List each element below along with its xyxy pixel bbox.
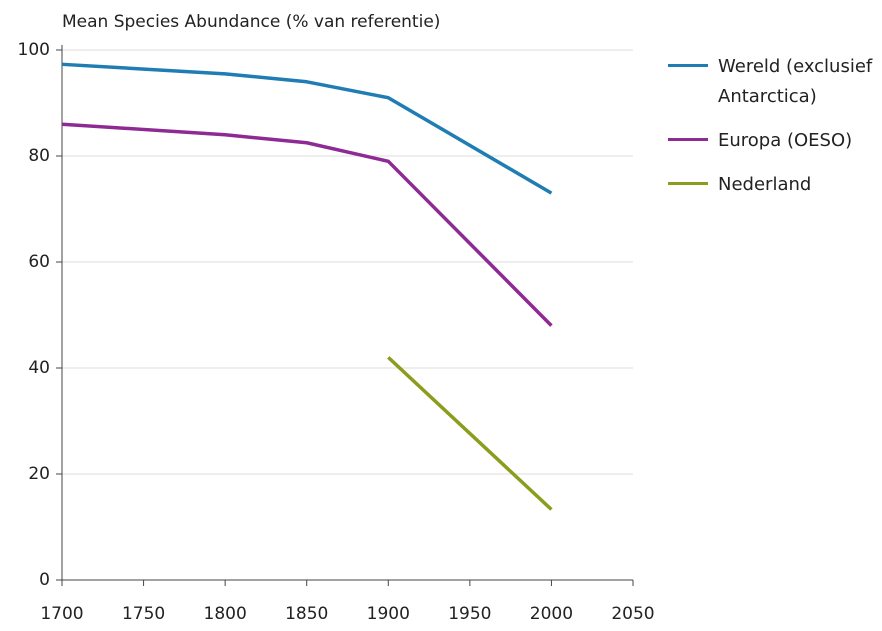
x-tick-label: 1700: [40, 604, 83, 624]
legend-item: Wereld (exclusief Antarctica): [668, 52, 878, 112]
series-line: [387, 356, 553, 511]
y-tick-label: 40: [28, 358, 50, 378]
legend-swatch: [668, 182, 708, 185]
x-tick-label: 1750: [122, 604, 165, 624]
chart-title: Mean Species Abundance (% van referentie…: [62, 12, 440, 32]
series-line: [61, 62, 553, 195]
x-tick-label: 1950: [448, 604, 491, 624]
y-tick-label: 20: [28, 464, 50, 484]
x-tick-label: 1900: [367, 604, 410, 624]
legend-swatch: [668, 138, 708, 141]
legend-item: Europa (OESO): [668, 126, 878, 156]
x-tick-label: 2000: [530, 604, 573, 624]
series-line: [61, 122, 553, 327]
x-tick-label: 2050: [611, 604, 654, 624]
legend-label: Nederland: [718, 174, 812, 195]
legend-label: Europa (OESO): [718, 130, 853, 151]
x-tick-label: 1800: [204, 604, 247, 624]
y-tick-label: 60: [28, 252, 50, 272]
legend-swatch: [668, 64, 708, 67]
legend-item: Nederland: [668, 170, 878, 200]
y-tick-label: 80: [28, 146, 50, 166]
y-tick-label: 0: [39, 570, 50, 590]
legend-label: Wereld (exclusief Antarctica): [718, 56, 873, 107]
x-tick-label: 1850: [285, 604, 328, 624]
legend: Wereld (exclusief Antarctica) Europa (OES…: [668, 52, 878, 214]
y-tick-label: 100: [18, 40, 50, 60]
